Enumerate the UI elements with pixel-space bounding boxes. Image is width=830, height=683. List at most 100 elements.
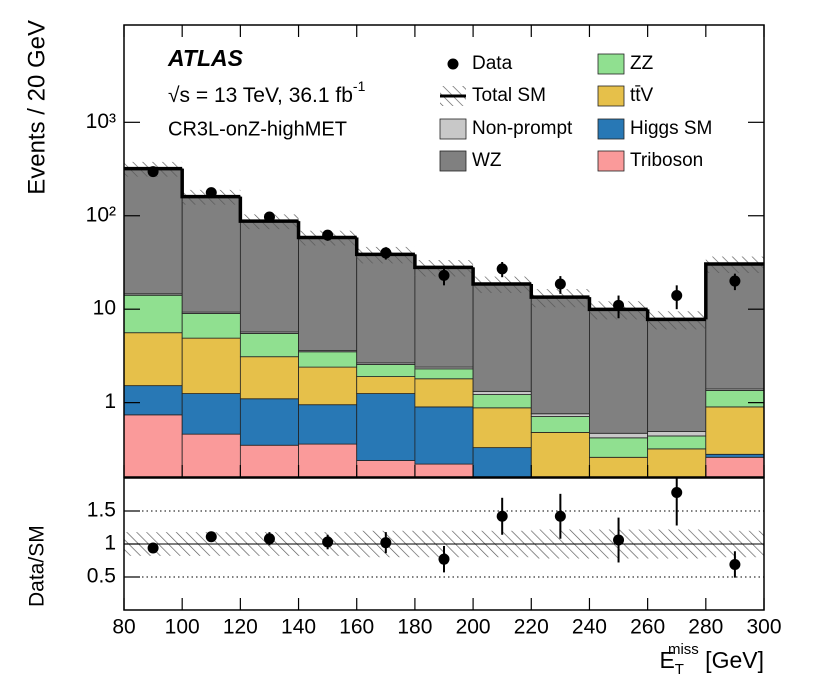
total-sm-line <box>238 196 299 223</box>
y-tick-label: 10² <box>86 203 116 226</box>
data-point <box>205 187 217 199</box>
stack-segment <box>356 460 416 477</box>
total-sm-line <box>296 221 357 240</box>
stack-segment <box>124 414 183 477</box>
stack-segment <box>181 313 241 339</box>
ratio-point <box>671 487 683 499</box>
x-tick-label: 280 <box>688 616 723 639</box>
stack-segment <box>589 432 649 439</box>
total-sm-line <box>587 297 648 312</box>
data-point <box>554 278 566 290</box>
experiment-label: ATLAS <box>167 45 244 71</box>
total-sm-line <box>645 309 706 322</box>
stack-segment <box>239 220 299 333</box>
stack-segment <box>647 318 707 432</box>
energy-sup: -1 <box>353 78 366 94</box>
stack-segment <box>239 356 299 400</box>
stack-segment <box>181 337 241 394</box>
stack-segment <box>239 444 299 477</box>
legend-label: Triboson <box>630 150 703 171</box>
stack-segment <box>181 433 241 477</box>
x-label-main: E <box>659 647 674 673</box>
ratio-point <box>554 510 566 522</box>
x-tick-label: 300 <box>746 616 781 639</box>
x-tick-label: 260 <box>630 616 665 639</box>
stack-segment <box>298 404 358 445</box>
stack-segment <box>356 253 416 364</box>
stack-segment <box>472 283 532 392</box>
legend-swatch <box>597 85 625 107</box>
data-point <box>671 290 683 302</box>
x-tick-label: 220 <box>514 616 549 639</box>
legend-label: Non-prompt <box>472 118 573 139</box>
ratio-y-axis-label: Data/SM <box>26 525 49 607</box>
stack-segment <box>239 333 299 358</box>
stack-segment <box>124 332 183 387</box>
x-tick-label: 120 <box>223 616 258 639</box>
stack-segment <box>705 406 764 455</box>
stack-segment <box>414 463 474 477</box>
stack-segment <box>530 296 590 415</box>
legend-label: ZZ <box>630 53 654 74</box>
stack-segment <box>530 413 590 417</box>
legend-data-marker <box>447 58 459 70</box>
x-tick-label: 180 <box>397 616 432 639</box>
stack-segment <box>705 390 764 408</box>
stack-segment <box>589 308 649 434</box>
x-label-unit: [GeV] <box>699 647 764 673</box>
stack-segment <box>298 237 358 352</box>
total-sm-line <box>180 168 241 199</box>
total-sm-line <box>704 262 764 320</box>
total-sm-line <box>413 254 474 270</box>
y-tick-label: 10 <box>93 297 116 320</box>
legend-label: Higgs SM <box>630 118 712 139</box>
y-tick-label: 1 <box>104 532 116 555</box>
legend-swatch <box>597 53 625 75</box>
stack-segment <box>298 366 358 406</box>
legend-swatch <box>597 150 625 172</box>
stack-segment <box>356 393 416 461</box>
stack-segment <box>705 453 764 458</box>
stack-segment <box>124 168 183 295</box>
ratio-point <box>147 542 159 554</box>
data-point <box>496 263 508 275</box>
stack-segment <box>589 437 649 458</box>
ratio-point <box>613 534 625 546</box>
legend-label: tt̄V <box>630 85 654 106</box>
data-point <box>729 275 741 287</box>
x-tick-label: 80 <box>112 616 135 639</box>
stack-segment <box>472 390 532 395</box>
stack-segment <box>181 393 241 435</box>
stack-segment <box>472 394 532 409</box>
stack-segment <box>124 294 183 334</box>
stack-segment <box>530 432 590 477</box>
stack-segment <box>356 376 416 394</box>
ratio-frame <box>123 477 765 611</box>
data-point <box>380 247 392 259</box>
legend-label: Data <box>472 53 513 74</box>
data-point <box>613 299 625 311</box>
ratio-point <box>729 558 741 570</box>
x-label-sup: miss <box>668 641 699 658</box>
data-point <box>263 211 275 223</box>
main-frame <box>123 24 765 478</box>
x-tick-label: 140 <box>281 616 316 639</box>
stack-segment <box>414 406 474 465</box>
y-tick-label: 1.5 <box>87 499 116 522</box>
data-point <box>438 269 450 281</box>
stack-segment <box>589 496 647 510</box>
data-point <box>147 166 159 178</box>
ratio-point <box>438 553 450 565</box>
legend-swatch <box>439 150 467 172</box>
energy-text: √s = 13 TeV, 36.1 fb <box>168 84 353 107</box>
legend-label: Total SM <box>472 85 546 106</box>
stack-segment <box>414 378 474 408</box>
ratio-point <box>263 533 275 545</box>
x-tick-label: 240 <box>572 616 607 639</box>
stack-segment <box>124 385 183 416</box>
stack-segment <box>239 398 299 446</box>
x-tick-label: 160 <box>339 616 374 639</box>
y-tick-label: 0.5 <box>87 565 116 588</box>
x-axis-label: ETmiss [GeV] <box>659 641 764 678</box>
